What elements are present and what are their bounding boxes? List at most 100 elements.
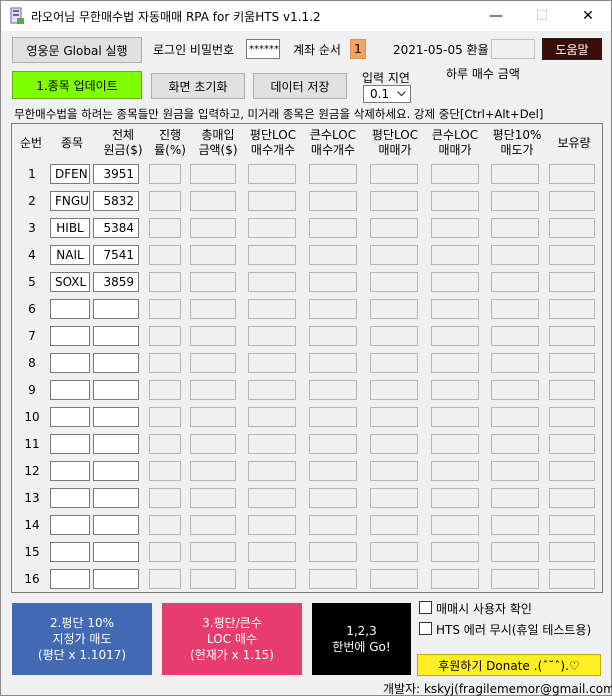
- principal-input[interactable]: 7541: [93, 245, 139, 265]
- principal-input[interactable]: [93, 353, 139, 373]
- principal-input[interactable]: 3951: [93, 164, 139, 184]
- symbol-input[interactable]: DFEN: [50, 164, 90, 184]
- row-number: 16: [24, 572, 40, 586]
- symbol-input[interactable]: [50, 407, 90, 427]
- save-data-button[interactable]: 데이터 저장: [253, 73, 347, 99]
- readonly-cell: [431, 326, 479, 346]
- login-password-input[interactable]: ******: [246, 39, 280, 59]
- exchange-rate-field: [491, 39, 535, 59]
- symbol-input[interactable]: FNGU: [50, 191, 90, 211]
- readonly-cell: [370, 245, 418, 265]
- readonly-cell: [190, 353, 236, 373]
- row-number: 9: [28, 383, 36, 397]
- run-all-button[interactable]: 1,2,3 한번에 Go!: [312, 603, 411, 675]
- readonly-cell: [309, 461, 357, 481]
- title-bar: 라오어님 무한매수법 자동매매 RPA for 키움HTS v1.1.2 — ☐…: [1, 1, 611, 31]
- principal-input[interactable]: [93, 326, 139, 346]
- symbol-input[interactable]: NAIL: [50, 245, 90, 265]
- principal-input[interactable]: 3859: [93, 272, 139, 292]
- column-header: 종목: [60, 136, 84, 150]
- symbol-input[interactable]: [50, 488, 90, 508]
- update-symbols-button[interactable]: 1.종목 업데이트: [12, 71, 142, 99]
- readonly-cell: [549, 326, 595, 346]
- readonly-cell: [431, 542, 479, 562]
- readonly-cell: [431, 434, 479, 454]
- symbol-input[interactable]: [50, 299, 90, 319]
- readonly-cell: [248, 272, 296, 292]
- readonly-cell: [370, 434, 418, 454]
- sell-limit-button[interactable]: 2.평단 10% 지정가 매도 (평단 x 1.1017): [12, 603, 152, 675]
- app-icon: [10, 7, 24, 24]
- readonly-cell: [248, 542, 296, 562]
- column-header: 전체 원금($): [103, 128, 143, 157]
- close-button[interactable]: ✕: [582, 8, 594, 24]
- readonly-cell: [431, 353, 479, 373]
- readonly-cell: [370, 218, 418, 238]
- readonly-cell: [491, 326, 539, 346]
- principal-input[interactable]: [93, 407, 139, 427]
- readonly-cell: [309, 191, 357, 211]
- readonly-cell: [149, 272, 181, 292]
- readonly-cell: [549, 191, 595, 211]
- symbol-input[interactable]: [50, 434, 90, 454]
- readonly-cell: [431, 407, 479, 427]
- principal-input[interactable]: [93, 542, 139, 562]
- buy-loc-button[interactable]: 3.평단/큰수 LOC 매수 (현재가 x 1.15): [162, 603, 302, 675]
- symbol-input[interactable]: SOXL: [50, 272, 90, 292]
- user-confirm-checkbox[interactable]: [419, 601, 432, 614]
- principal-input[interactable]: [93, 461, 139, 481]
- readonly-cell: [149, 488, 181, 508]
- readonly-cell: [309, 299, 357, 319]
- minimize-button[interactable]: —: [489, 8, 503, 24]
- symbol-input[interactable]: [50, 569, 90, 589]
- row-number: 13: [24, 491, 40, 505]
- readonly-cell: [190, 245, 236, 265]
- input-delay-select[interactable]: 0.1: [363, 85, 411, 103]
- principal-input[interactable]: [93, 569, 139, 589]
- readonly-cell: [431, 191, 479, 211]
- readonly-cell: [309, 164, 357, 184]
- input-delay-label: 입력 지연: [362, 71, 410, 85]
- help-button[interactable]: 도움말: [542, 38, 602, 60]
- readonly-cell: [491, 218, 539, 238]
- readonly-cell: [491, 191, 539, 211]
- readonly-cell: [370, 407, 418, 427]
- principal-input[interactable]: [93, 380, 139, 400]
- readonly-cell: [149, 245, 181, 265]
- login-password-label: 로그인 비밀번호: [153, 43, 235, 57]
- principal-input[interactable]: [93, 299, 139, 319]
- readonly-cell: [149, 569, 181, 589]
- symbol-input[interactable]: [50, 353, 90, 373]
- readonly-cell: [309, 353, 357, 373]
- row-number: 10: [24, 410, 40, 424]
- readonly-cell: [549, 542, 595, 562]
- reset-screen-button[interactable]: 화면 초기화: [151, 73, 245, 99]
- readonly-cell: [491, 380, 539, 400]
- symbol-input[interactable]: [50, 326, 90, 346]
- readonly-cell: [248, 353, 296, 373]
- readonly-cell: [549, 299, 595, 319]
- readonly-cell: [248, 164, 296, 184]
- symbol-input[interactable]: [50, 515, 90, 535]
- symbol-input[interactable]: [50, 461, 90, 481]
- readonly-cell: [549, 434, 595, 454]
- symbol-input[interactable]: [50, 380, 90, 400]
- principal-input[interactable]: [93, 488, 139, 508]
- readonly-cell: [491, 542, 539, 562]
- daily-amount-label: 하루 매수 금액: [446, 67, 520, 81]
- principal-input[interactable]: [93, 434, 139, 454]
- global-launch-button[interactable]: 영웅문 Global 실행: [12, 37, 142, 63]
- principal-input[interactable]: [93, 515, 139, 535]
- row-number: 2: [28, 194, 36, 208]
- readonly-cell: [309, 488, 357, 508]
- readonly-cell: [248, 488, 296, 508]
- symbol-input[interactable]: [50, 542, 90, 562]
- readonly-cell: [248, 569, 296, 589]
- principal-input[interactable]: 5832: [93, 191, 139, 211]
- symbol-input[interactable]: HIBL: [50, 218, 90, 238]
- account-order-input[interactable]: 1: [350, 39, 366, 59]
- donate-button[interactable]: 후원하기 Donate ․(ˆ˘ˆ)․♡: [417, 654, 601, 676]
- ignore-hts-error-checkbox[interactable]: [419, 622, 432, 635]
- principal-input[interactable]: 5384: [93, 218, 139, 238]
- readonly-cell: [190, 299, 236, 319]
